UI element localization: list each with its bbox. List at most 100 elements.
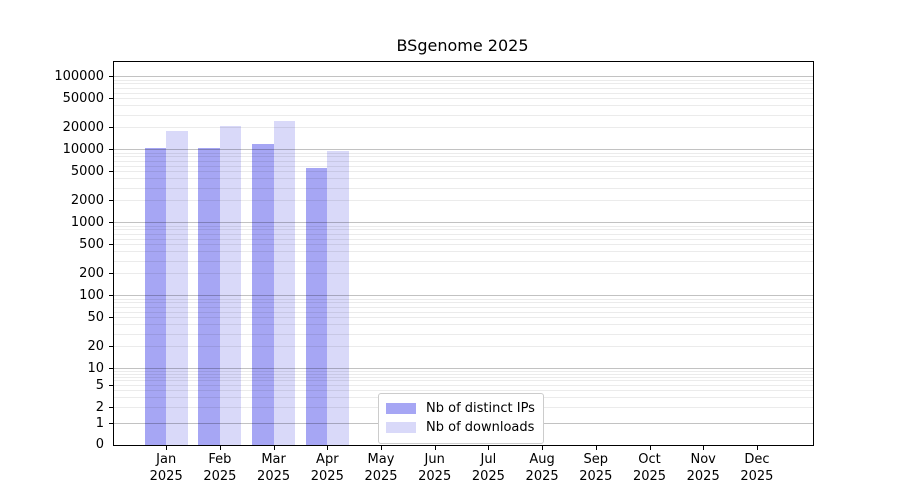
gridline [114, 390, 813, 392]
bar-downloads [273, 121, 296, 445]
y-axis-tick [109, 222, 114, 224]
chart-title: BSgenome 2025 [396, 36, 529, 55]
y-axis-tick [109, 368, 114, 370]
x-axis-tick [434, 445, 436, 450]
gridline [114, 200, 813, 202]
y-tick-label: 100 [79, 288, 104, 304]
gridline [114, 87, 813, 89]
y-axis-tick [109, 317, 114, 319]
gridline [114, 311, 813, 313]
legend: Nb of distinct IPs Nb of downloads [378, 393, 544, 444]
y-axis-tick [109, 127, 114, 129]
y-axis-tick [109, 346, 114, 348]
x-tick-label: Jun 2025 [418, 452, 452, 484]
x-axis-tick [327, 445, 329, 450]
x-tick-label: Sep 2025 [579, 452, 613, 484]
gridline [114, 156, 813, 158]
x-axis-tick [649, 445, 651, 450]
y-tick-label: 10000 [62, 142, 104, 158]
gridline [114, 384, 813, 386]
x-tick-label: May 2025 [364, 452, 398, 484]
gridline [114, 178, 813, 180]
x-tick-label: Apr 2025 [310, 452, 344, 484]
legend-row-distinct-ips: Nb of distinct IPs [386, 399, 535, 418]
y-axis-tick [109, 98, 114, 100]
gridline [114, 370, 813, 372]
gridline [114, 225, 813, 227]
gridline [114, 376, 813, 378]
y-tick-label: 0 [95, 437, 104, 452]
gridline [114, 160, 813, 162]
y-axis-tick [109, 295, 114, 297]
y-tick-label: 10 [87, 361, 104, 377]
x-axis-tick [488, 445, 490, 450]
bar-downloads [219, 126, 242, 445]
y-axis-tick [109, 149, 114, 151]
gridline [114, 373, 813, 375]
bar-downloads [166, 130, 188, 445]
gridline [114, 244, 813, 246]
gridline [114, 114, 813, 116]
x-axis-tick [756, 445, 758, 450]
y-axis-tick [109, 76, 114, 78]
y-axis-tick [109, 244, 114, 246]
gridline [114, 83, 813, 85]
gridline [114, 324, 813, 326]
y-axis-tick [109, 406, 114, 408]
gridline [114, 149, 813, 151]
gridline [114, 260, 813, 262]
y-tick-label: 2 [95, 399, 104, 415]
x-tick-label: Nov 2025 [686, 452, 720, 484]
y-axis-tick [109, 384, 114, 386]
gridline [114, 298, 813, 300]
y-tick-label: 5 [95, 377, 104, 393]
gridline [114, 238, 813, 240]
x-axis-tick [595, 445, 597, 450]
gridline [114, 306, 813, 308]
gridline [114, 302, 813, 304]
bar-downloads [327, 150, 349, 445]
gridline [114, 295, 813, 297]
gridline [114, 346, 813, 348]
y-tick-label: 5000 [70, 164, 104, 180]
legend-label-distinct-ips: Nb of distinct IPs [426, 401, 535, 416]
gridline [114, 127, 813, 129]
x-axis-tick [273, 445, 275, 450]
y-tick-label: 20 [87, 339, 104, 355]
y-tick-label: 50 [87, 310, 104, 326]
x-tick-label: Dec 2025 [740, 452, 774, 484]
y-axis-tick [109, 273, 114, 275]
gridline [114, 76, 813, 78]
x-tick-label: Oct 2025 [632, 452, 667, 484]
x-tick-label: Jul 2025 [471, 452, 505, 484]
gridline [114, 187, 813, 189]
gridline [114, 92, 813, 94]
y-axis-tick [109, 200, 114, 202]
gridline [114, 152, 813, 154]
gridline [114, 229, 813, 231]
y-axis-tick [109, 423, 114, 424]
x-tick-label: Mar 2025 [257, 452, 291, 484]
x-axis-tick [166, 445, 168, 450]
gridline [114, 273, 813, 275]
gridline [114, 380, 813, 382]
gridline [114, 98, 813, 100]
x-tick-label: Aug 2025 [525, 452, 559, 484]
y-tick-label: 100000 [54, 69, 104, 85]
plot-area: 100000 50000 20000 10000 5000 2000 1000 500 200 1… [54, 61, 814, 484]
gridline [114, 171, 813, 173]
x-tick-label: Jan 2025 [149, 452, 183, 484]
bar-distinct-ips [144, 148, 167, 445]
gridline [114, 368, 813, 370]
legend-row-downloads: Nb of downloads [386, 418, 535, 437]
gridline [114, 165, 813, 167]
gridline [114, 233, 813, 235]
y-tick-label: 1 [95, 416, 104, 431]
legend-swatch-downloads [386, 422, 416, 433]
y-tick-label: 500 [79, 237, 104, 253]
y-tick-label: 200 [79, 266, 104, 282]
gridline [114, 317, 813, 319]
gridline [114, 79, 813, 81]
y-axis-tick [109, 171, 114, 173]
